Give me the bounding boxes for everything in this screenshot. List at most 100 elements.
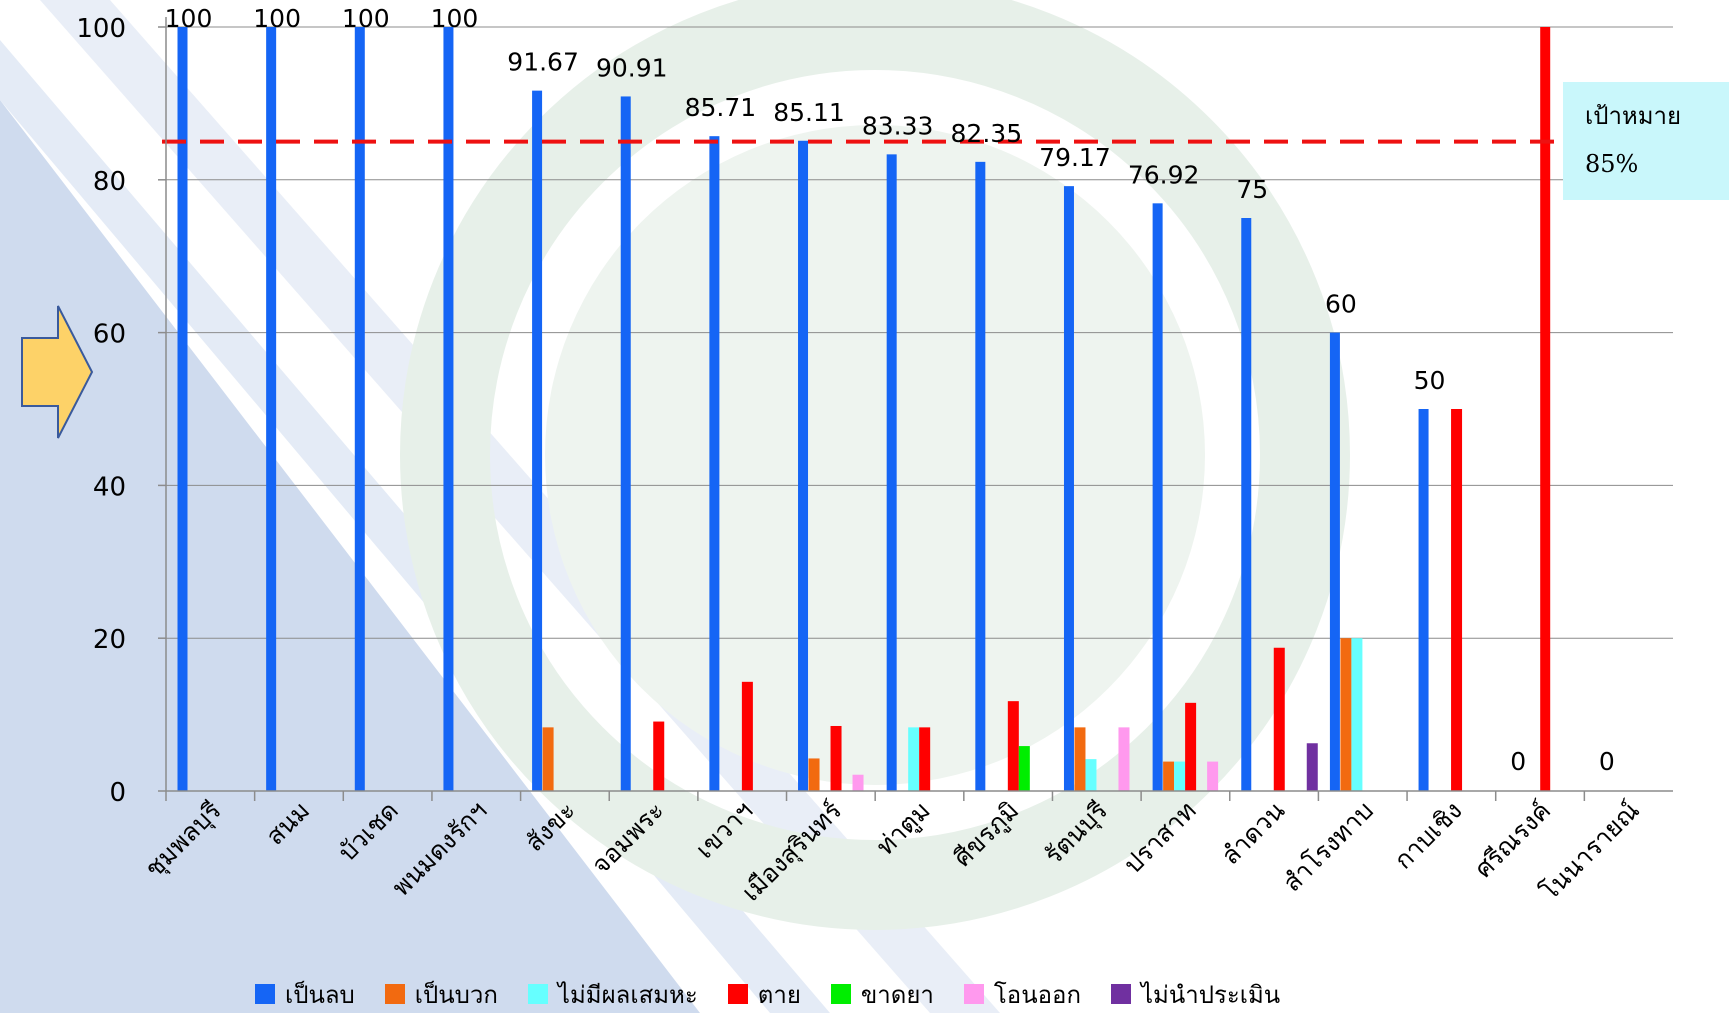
bar-died bbox=[1007, 701, 1019, 791]
legend-label: ขาดยา bbox=[860, 980, 934, 1009]
data-label: 100 bbox=[253, 4, 301, 33]
legend-swatch bbox=[830, 984, 851, 1004]
data-label: 85.71 bbox=[685, 93, 757, 122]
legend-item-positive: เป็นบวก bbox=[384, 975, 498, 1014]
bar-died bbox=[653, 721, 665, 791]
legend-item-not_evaluated: ไม่นำประเมิน bbox=[1110, 975, 1281, 1014]
bar-positive bbox=[1340, 638, 1352, 791]
x-tick-label: กาบเชิง bbox=[1389, 796, 1468, 875]
bar-died bbox=[919, 727, 931, 791]
bar-negative bbox=[1241, 218, 1252, 791]
legend-swatch bbox=[255, 984, 275, 1004]
data-label: 100 bbox=[431, 4, 479, 33]
legend-label: ตาย bbox=[757, 980, 801, 1009]
bar-transferred bbox=[1118, 727, 1130, 791]
data-labels: 100 100 100 100 91.67 90.91 85.71 85.11 83.33 82.… bbox=[165, 4, 1615, 776]
data-label: 90.91 bbox=[596, 53, 668, 82]
data-label: 100 bbox=[342, 4, 390, 33]
y-tick-label: 20 bbox=[93, 625, 126, 655]
y-tick-label: 80 bbox=[93, 167, 126, 197]
legend-item-defaulted: ขาดยา bbox=[830, 975, 934, 1014]
data-label: 60 bbox=[1325, 290, 1357, 319]
legend-label: เป็นลบ bbox=[285, 980, 355, 1009]
bar-positive bbox=[1074, 727, 1086, 791]
bar-positive bbox=[808, 758, 820, 791]
bar-died bbox=[1273, 647, 1285, 791]
bar-negative bbox=[886, 154, 897, 792]
x-tick-label: ท่าตูม bbox=[871, 796, 937, 862]
bar-negative bbox=[975, 161, 986, 791]
data-label: 75 bbox=[1236, 175, 1268, 204]
bar-negative bbox=[443, 27, 454, 791]
bar-negative bbox=[1329, 332, 1340, 791]
legend-label: เป็นบวก bbox=[414, 980, 498, 1009]
blue-diagonal-band bbox=[0, 100, 700, 1013]
bar-negative bbox=[620, 96, 631, 791]
legend-swatch bbox=[384, 984, 405, 1004]
bar-positive bbox=[1163, 761, 1175, 791]
bar-negative bbox=[798, 140, 809, 792]
x-tick-label: ศรีณรงค์ bbox=[1469, 796, 1557, 884]
legend-item-transferred: โอนออก bbox=[963, 975, 1081, 1014]
bars bbox=[177, 27, 1551, 792]
data-label: 79.17 bbox=[1039, 143, 1111, 172]
bar-died bbox=[830, 725, 842, 791]
bar-negative bbox=[266, 27, 277, 791]
bar-died bbox=[1540, 27, 1551, 791]
legend-item-died: ตาย bbox=[727, 975, 801, 1014]
legend-label: ไม่มีผลเสมหะ bbox=[557, 980, 698, 1009]
x-tick-label: รัตนบุรี bbox=[1039, 796, 1114, 871]
x-tick-label: จอมพระ bbox=[586, 796, 670, 880]
legend-swatch bbox=[527, 984, 548, 1004]
legend-label: ไม่นำประเมิน bbox=[1140, 980, 1281, 1009]
x-tick-label: ปราสาท bbox=[1118, 796, 1202, 880]
arrow-right-icon bbox=[21, 305, 94, 439]
legend-item-negative: เป็นลบ bbox=[255, 975, 355, 1014]
data-label: 82.35 bbox=[951, 119, 1023, 148]
legend: เป็นลบ เป็นบวก ไม่มีผลเสมหะ ตาย ขาดยา โอนออก ไ… bbox=[255, 977, 1310, 1011]
data-label: 85.11 bbox=[773, 98, 845, 127]
data-label: 76.92 bbox=[1128, 160, 1200, 189]
target-title: เป้าหมาย bbox=[1585, 102, 1682, 130]
bar-no_sputum bbox=[1174, 761, 1186, 791]
data-label: 0 bbox=[1510, 747, 1526, 776]
legend-swatch bbox=[1110, 984, 1131, 1004]
bar-negative bbox=[709, 136, 720, 791]
data-label: 50 bbox=[1414, 366, 1446, 395]
bar-positive bbox=[542, 727, 554, 791]
bar-negative bbox=[1152, 203, 1163, 792]
x-tick-label: สนม bbox=[260, 796, 315, 851]
y-tick-label: 100 bbox=[76, 14, 126, 44]
x-tick-label: สำโรงทาบ bbox=[1277, 796, 1379, 898]
data-label: 91.67 bbox=[507, 48, 579, 77]
bar-negative bbox=[1418, 409, 1429, 791]
data-label: 0 bbox=[1599, 747, 1615, 776]
bar-negative bbox=[177, 27, 188, 791]
target-callout bbox=[1563, 82, 1729, 200]
bar-died bbox=[741, 681, 753, 791]
legend-label: โอนออก bbox=[993, 980, 1081, 1009]
bar-died bbox=[1185, 702, 1197, 791]
legend-swatch bbox=[727, 984, 748, 1004]
bar-died bbox=[1451, 409, 1463, 791]
x-tick-label: สังขะ bbox=[520, 796, 582, 858]
x-tick-label: เขวาฯ bbox=[690, 796, 758, 864]
x-tick-label: พนมดงรักฯ bbox=[386, 796, 492, 902]
x-tick-label: บัวเชด bbox=[333, 796, 404, 867]
x-tick-label: ลำดวน bbox=[1216, 796, 1291, 871]
y-tick-label: 60 bbox=[93, 320, 126, 350]
bar-negative bbox=[354, 27, 365, 791]
data-label: 83.33 bbox=[862, 111, 934, 140]
bar-not_evaluated bbox=[1306, 743, 1318, 791]
data-label: 100 bbox=[165, 4, 213, 33]
bar-negative bbox=[532, 90, 543, 792]
bar-transferred bbox=[1207, 761, 1219, 791]
target-value: 85% bbox=[1585, 150, 1639, 178]
bar-negative bbox=[1063, 186, 1074, 791]
bar-defaulted bbox=[1018, 746, 1030, 791]
legend-item-no_sputum: ไม่มีผลเสมหะ bbox=[527, 975, 698, 1014]
legend-swatch bbox=[963, 984, 984, 1004]
bar-no_sputum bbox=[1351, 638, 1363, 791]
